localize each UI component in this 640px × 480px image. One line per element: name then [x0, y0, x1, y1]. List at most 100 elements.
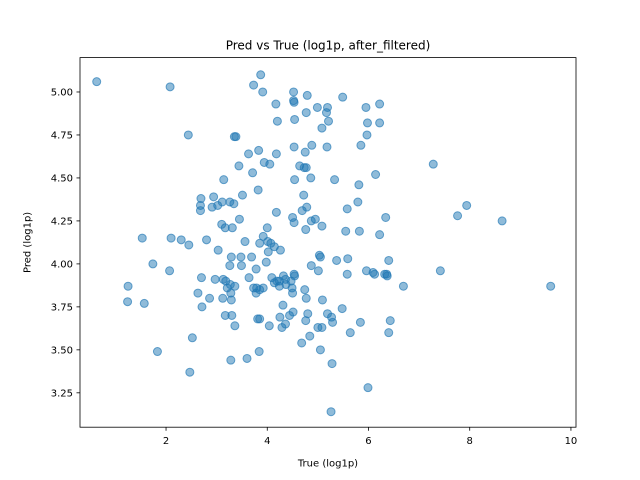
data-point: [254, 145, 264, 155]
data-point: [384, 328, 394, 338]
data-point: [137, 233, 147, 243]
data-point: [301, 108, 311, 118]
data-point: [227, 310, 237, 320]
data-point: [139, 298, 149, 308]
data-point: [227, 223, 237, 233]
data-point: [315, 345, 325, 355]
data-point: [327, 359, 337, 369]
data-point: [297, 338, 307, 348]
data-point: [384, 255, 394, 265]
data-point: [226, 295, 236, 305]
x-tick-label: 10: [565, 436, 578, 447]
data-point: [285, 310, 295, 320]
data-point: [271, 207, 281, 217]
data-point: [242, 353, 252, 363]
data-point: [381, 212, 391, 222]
data-point: [275, 245, 285, 255]
data-point: [306, 173, 316, 183]
data-point: [271, 99, 281, 109]
y-axis-label: Pred (log1p): [23, 212, 34, 273]
data-point: [345, 328, 355, 338]
data-point: [375, 230, 385, 240]
data-point: [330, 175, 340, 185]
data-point: [264, 321, 274, 331]
data-point: [275, 312, 285, 322]
data-point: [237, 190, 247, 200]
y-axis-ticks: 3.25 3.50 3.75 4.00 4.25 4.50 4.75 5.00: [51, 88, 80, 399]
data-point: [234, 214, 244, 224]
data-point: [225, 261, 235, 271]
chart-title: Pred vs True (log1p, after_filtered): [226, 39, 431, 53]
data-point: [184, 240, 194, 250]
data-point: [354, 226, 364, 236]
data-point: [185, 367, 195, 377]
data-point: [202, 235, 212, 245]
data-point: [271, 149, 281, 159]
data-points: [92, 70, 556, 417]
y-tick-label: 3.25: [51, 388, 73, 399]
y-tick-label: 3.75: [51, 302, 73, 313]
data-point: [197, 302, 207, 312]
x-tick-label: 6: [365, 436, 371, 447]
data-point: [338, 92, 348, 102]
data-point: [152, 347, 162, 357]
data-point: [300, 285, 310, 295]
data-point: [210, 274, 220, 284]
data-point: [230, 321, 240, 331]
y-tick-label: 4.50: [51, 174, 73, 185]
data-point: [370, 269, 380, 279]
data-point: [253, 185, 263, 195]
data-point: [183, 130, 193, 140]
data-point: [289, 218, 299, 228]
y-tick-label: 4.25: [51, 217, 73, 228]
data-point: [256, 70, 266, 80]
x-tick-label: 2: [163, 436, 169, 447]
data-point: [375, 99, 385, 109]
data-point: [363, 383, 373, 393]
data-point: [313, 266, 323, 276]
data-point: [248, 168, 258, 178]
data-point: [299, 190, 309, 200]
data-point: [123, 281, 133, 291]
data-point: [92, 77, 102, 87]
data-point: [187, 333, 197, 343]
data-point: [261, 257, 271, 267]
data-point: [435, 266, 445, 276]
data-point: [249, 80, 259, 90]
x-tick-label: 8: [467, 436, 473, 447]
data-point: [255, 238, 265, 248]
data-point: [262, 223, 272, 233]
data-point: [272, 116, 282, 126]
data-point: [226, 252, 236, 262]
data-point: [382, 271, 392, 281]
data-point: [277, 322, 287, 332]
data-point: [251, 288, 261, 298]
data-point: [371, 170, 381, 179]
data-point: [213, 245, 223, 255]
x-tick-label: 4: [264, 436, 270, 447]
data-point: [342, 269, 352, 279]
data-point: [300, 147, 310, 157]
data-point: [244, 273, 254, 283]
data-point: [324, 116, 334, 126]
data-point: [362, 118, 372, 128]
data-point: [247, 252, 257, 262]
data-point: [205, 293, 215, 303]
data-point: [332, 255, 342, 265]
data-point: [301, 225, 311, 235]
data-point: [289, 97, 299, 107]
data-point: [244, 149, 254, 159]
data-point: [353, 197, 363, 207]
data-point: [321, 108, 331, 118]
data-point: [123, 297, 133, 307]
data-point: [148, 259, 158, 269]
data-point: [240, 237, 250, 247]
data-point: [306, 216, 316, 226]
data-point: [299, 163, 309, 173]
data-point: [258, 283, 268, 293]
data-point: [289, 87, 299, 97]
plot-frame: [79, 57, 577, 428]
data-point: [255, 314, 265, 324]
data-point: [307, 140, 317, 150]
